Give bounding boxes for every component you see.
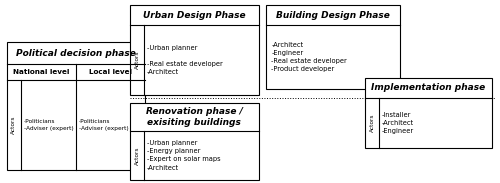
Text: Urban Design Phase: Urban Design Phase — [143, 10, 246, 20]
Text: -Urban planner
-Energy planner
-Expert on solar maps
-Architect: -Urban planner -Energy planner -Expert o… — [147, 141, 220, 171]
Text: Actors: Actors — [11, 116, 16, 134]
Text: -Urban planner

-Real estate developer
-Architect: -Urban planner -Real estate developer -A… — [147, 45, 222, 75]
Text: -Politicians
-Adviser (expert): -Politicians -Adviser (expert) — [79, 119, 128, 131]
Text: Actors: Actors — [370, 114, 374, 132]
Text: Renovation phase /
exisiting buildings: Renovation phase / exisiting buildings — [146, 107, 243, 127]
Text: Local level: Local level — [89, 69, 132, 75]
Text: Implementation phase: Implementation phase — [372, 83, 486, 92]
Text: Actors: Actors — [134, 51, 140, 69]
Text: -Architect
-Engineer
-Real estate developer
-Product developer: -Architect -Engineer -Real estate develo… — [272, 42, 347, 72]
Bar — [365, 78, 492, 148]
Text: Building Design Phase: Building Design Phase — [276, 10, 390, 20]
Text: -Politicians
-Adviser (expert): -Politicians -Adviser (expert) — [24, 119, 74, 131]
Text: -Installer
-Architect
-Engineer: -Installer -Architect -Engineer — [382, 112, 414, 134]
Text: National level: National level — [13, 69, 70, 75]
Bar — [130, 5, 258, 95]
Bar — [130, 103, 258, 180]
Text: Actors: Actors — [134, 146, 140, 165]
Bar — [266, 5, 400, 89]
Bar — [7, 42, 145, 170]
Text: Political decision phase: Political decision phase — [16, 48, 136, 57]
